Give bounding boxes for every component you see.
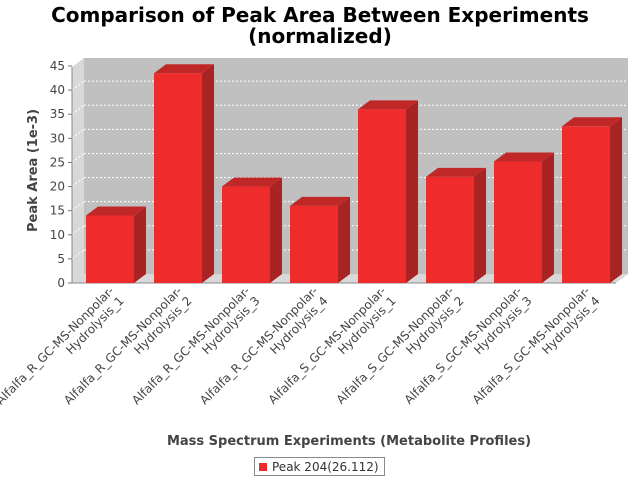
bar-side — [202, 64, 214, 283]
x-tick-label: Alfalfa_S_GC-MS-Nonpolar-Hydrolysis_3 — [402, 284, 535, 407]
bar — [562, 126, 610, 284]
bar-top — [222, 177, 282, 187]
bar — [86, 215, 134, 283]
x-tick-label: Alfalfa_S_GC-MS-Nonpolar-Hydrolysis_1 — [266, 284, 399, 407]
gridline-depth — [71, 177, 85, 187]
y-tick-label: 10 — [50, 228, 65, 242]
plot-side-wall — [72, 58, 84, 283]
bar — [222, 186, 270, 283]
y-tick-label: 45 — [50, 59, 65, 73]
x-tick-label: Alfalfa_R_GC-MS-Nonpolar-Hydrolysis_4 — [197, 284, 330, 408]
chart-subtitle: (normalized) — [248, 24, 392, 48]
x-tick-label-line: Alfalfa_R_GC-MS-Nonpolar- — [0, 284, 117, 408]
y-tick-label: 0 — [57, 276, 65, 290]
y-tick-label: 5 — [57, 252, 65, 266]
x-tick-label: Alfalfa_R_GC-MS-Nonpolar-Hydrolysis_2 — [61, 284, 194, 408]
bar — [426, 176, 474, 283]
bar-side — [270, 177, 282, 283]
gridline-depth — [71, 201, 85, 212]
bar — [358, 109, 406, 284]
gridline-depth — [71, 249, 85, 260]
bar-side — [338, 196, 350, 283]
y-tick-label: 15 — [50, 204, 65, 218]
x-axis-title: Mass Spectrum Experiments (Metabolite Pr… — [167, 434, 531, 449]
bar-top — [426, 167, 486, 177]
chart-title: Comparison of Peak Area Between Experime… — [51, 3, 589, 27]
bar-top — [358, 100, 418, 110]
gridline-depth — [71, 104, 85, 115]
gridline-depth — [71, 56, 85, 67]
bar — [494, 161, 542, 283]
bar-top — [290, 196, 350, 206]
y-tick-label: 20 — [50, 180, 65, 194]
legend-swatch — [259, 462, 267, 471]
y-tick-label: 25 — [50, 155, 65, 169]
bar-top — [562, 117, 622, 127]
y-axis-title: Peak Area (1e-3) — [26, 109, 41, 232]
bar-side — [474, 167, 486, 283]
bar-side — [134, 206, 146, 283]
legend: Peak 204(26.112) — [254, 457, 385, 476]
y-tick-label: 35 — [50, 107, 65, 121]
bar-top — [494, 152, 554, 162]
gridline-depth — [71, 153, 85, 163]
x-tick-label: Alfalfa_R_GC-MS-Nonpolar-Hydrolysis_3 — [129, 284, 262, 408]
gridline-depth — [71, 80, 85, 91]
bar-top — [86, 206, 146, 216]
x-tick-label: Alfalfa_S_GC-MS-Nonpolar-Hydrolysis_4 — [470, 284, 603, 407]
gridline-depth — [71, 128, 85, 139]
y-tick-label: 30 — [50, 131, 65, 145]
bar-side — [406, 100, 418, 284]
bar — [290, 205, 338, 283]
x-tick-label: Alfalfa_S_GC-MS-Nonpolar-Hydrolysis_2 — [334, 284, 467, 407]
bar-side — [542, 152, 554, 283]
bar-top — [154, 64, 214, 74]
gridline-depth — [71, 225, 85, 236]
legend-label: Peak 204(26.112) — [272, 459, 379, 474]
y-tick-label: 40 — [50, 83, 65, 97]
bar-side — [610, 117, 622, 284]
bar — [154, 73, 202, 283]
